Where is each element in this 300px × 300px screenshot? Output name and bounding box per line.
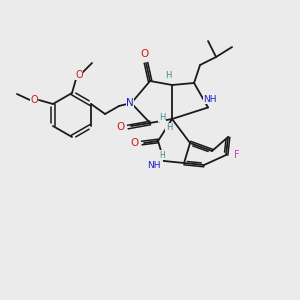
Text: H: H bbox=[159, 151, 165, 160]
Text: H: H bbox=[159, 112, 165, 122]
Text: F: F bbox=[234, 150, 240, 160]
Text: N: N bbox=[126, 98, 134, 108]
Text: O: O bbox=[30, 95, 38, 105]
Text: H: H bbox=[165, 71, 171, 80]
Text: H: H bbox=[166, 124, 172, 133]
Text: O: O bbox=[116, 122, 124, 132]
Text: O: O bbox=[140, 49, 148, 59]
Text: NH: NH bbox=[147, 160, 161, 169]
Text: O: O bbox=[75, 70, 83, 80]
Text: O: O bbox=[130, 138, 138, 148]
Text: NH: NH bbox=[203, 95, 217, 104]
